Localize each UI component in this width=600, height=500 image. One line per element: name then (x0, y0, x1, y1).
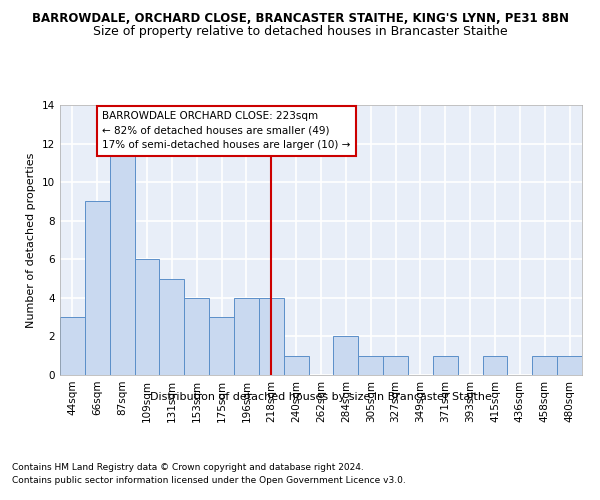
Text: Size of property relative to detached houses in Brancaster Staithe: Size of property relative to detached ho… (92, 25, 508, 38)
Bar (334, 336, 358, 375)
Bar (110, 144, 134, 375)
Text: BARROWDALE ORCHARD CLOSE: 223sqm
← 82% of detached houses are smaller (49)
17% o: BARROWDALE ORCHARD CLOSE: 223sqm ← 82% o… (102, 111, 350, 150)
Bar (209, 317, 234, 375)
Bar (284, 356, 308, 375)
Bar (532, 356, 557, 375)
Text: Contains HM Land Registry data © Crown copyright and database right 2024.: Contains HM Land Registry data © Crown c… (12, 462, 364, 471)
Text: Contains public sector information licensed under the Open Government Licence v3: Contains public sector information licen… (12, 476, 406, 485)
Bar (234, 298, 259, 375)
Y-axis label: Number of detached properties: Number of detached properties (26, 152, 37, 328)
Bar (184, 298, 209, 375)
Bar (60, 317, 85, 375)
Bar (557, 356, 582, 375)
Bar (358, 356, 383, 375)
Bar (160, 278, 184, 375)
Bar (433, 356, 458, 375)
Bar (383, 356, 408, 375)
Bar (85, 202, 110, 375)
Text: Distribution of detached houses by size in Brancaster Staithe: Distribution of detached houses by size … (150, 392, 492, 402)
Bar (259, 298, 284, 375)
Text: BARROWDALE, ORCHARD CLOSE, BRANCASTER STAITHE, KING'S LYNN, PE31 8BN: BARROWDALE, ORCHARD CLOSE, BRANCASTER ST… (32, 12, 569, 26)
Bar (482, 356, 508, 375)
Bar (134, 260, 160, 375)
